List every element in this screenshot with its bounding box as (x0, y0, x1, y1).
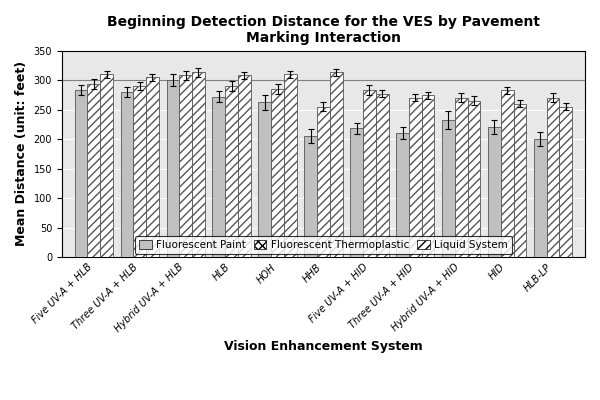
Bar (225, 86, 238, 257)
Bar (396, 133, 409, 257)
Bar (488, 127, 501, 257)
Bar (363, 90, 376, 257)
Bar (514, 104, 526, 257)
Title: Beginning Detection Distance for the VES by Pavement
Marking Interaction: Beginning Detection Distance for the VES… (107, 15, 540, 45)
Bar (100, 74, 113, 257)
Bar (534, 139, 547, 257)
Bar (259, 102, 271, 257)
Y-axis label: Mean Distance (unit: feet): Mean Distance (unit: feet) (15, 61, 28, 246)
Bar (133, 86, 146, 257)
X-axis label: Vision Enhancement System: Vision Enhancement System (224, 340, 423, 353)
Bar (271, 89, 284, 257)
Bar (88, 84, 100, 257)
Bar (350, 128, 363, 257)
Bar (501, 90, 514, 257)
Bar (409, 98, 422, 257)
Bar (192, 72, 205, 257)
Bar (455, 98, 467, 257)
Bar (167, 80, 179, 257)
Bar (212, 96, 225, 257)
Bar (442, 120, 455, 257)
Bar (121, 92, 133, 257)
Bar (422, 96, 434, 257)
Bar (146, 77, 159, 257)
Legend: Fluorescent Paint, Fluorescent Thermoplastic, Liquid System: Fluorescent Paint, Fluorescent Thermopla… (135, 236, 512, 254)
Bar (330, 72, 343, 257)
Bar (74, 90, 88, 257)
Bar (179, 75, 192, 257)
Bar (559, 107, 572, 257)
Bar (547, 98, 559, 257)
Bar (317, 107, 330, 257)
Bar (304, 136, 317, 257)
Bar (467, 101, 481, 257)
Bar (238, 75, 251, 257)
Bar (376, 94, 389, 257)
Bar (284, 74, 296, 257)
